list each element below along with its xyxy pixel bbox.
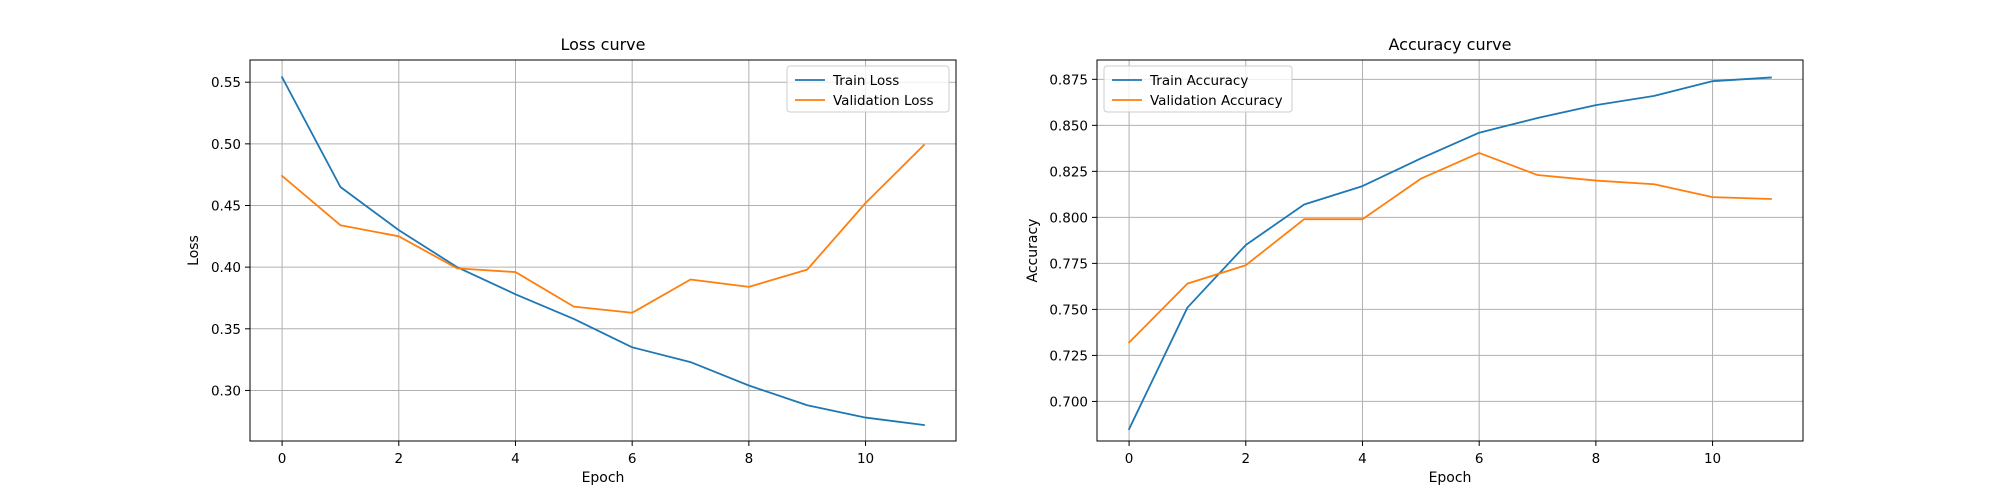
y-tick-label: 0.800 <box>1049 210 1088 226</box>
legend: Train Accuracy Validation Accuracy <box>1103 65 1293 113</box>
legend-box <box>786 65 950 113</box>
train-accuracy-line <box>1127 76 1772 431</box>
axes-frame <box>1096 59 1804 442</box>
x-axis-label: Epoch <box>582 470 625 486</box>
x-tick-label: 10 <box>857 451 874 467</box>
x-axis-label: Epoch <box>1429 470 1472 486</box>
validation-accuracy-line <box>1127 152 1772 344</box>
x-tick-label: 6 <box>1475 451 1484 467</box>
x-tick-label: 4 <box>1358 451 1367 467</box>
chart-title: Loss curve <box>560 35 645 54</box>
legend-label: Train Loss <box>832 73 899 89</box>
axes-frame <box>249 59 957 442</box>
validation-loss-line <box>280 143 926 314</box>
y-tick-label: 0.45 <box>211 198 241 214</box>
legend-box <box>1103 65 1293 113</box>
y-tick-label: 0.825 <box>1049 164 1088 180</box>
y-tick-label: 0.55 <box>211 75 241 91</box>
x-tick-label: 2 <box>1241 451 1250 467</box>
y-tick-label: 0.700 <box>1049 394 1088 410</box>
x-tick-label: 6 <box>628 451 637 467</box>
y-tick-label: 0.775 <box>1049 256 1088 272</box>
x-tick-label: 2 <box>394 451 403 467</box>
y-tick-label: 0.35 <box>211 322 241 338</box>
x-tick-label: 0 <box>278 451 287 467</box>
y-axis-label: Accuracy <box>1025 219 1041 283</box>
legend-label: Validation Loss <box>833 93 934 109</box>
y-tick-label: 0.750 <box>1049 302 1088 318</box>
y-tick-label: 0.725 <box>1049 348 1088 364</box>
accuracy-curve-chart: 0 2 4 6 8 10 0.700 0.725 0.750 0.775 0.800 0.825 0.8… <box>1025 35 1804 486</box>
y-axis-label: Loss <box>186 235 202 266</box>
legend-label: Train Accuracy <box>1149 73 1248 89</box>
y-tick-label: 0.875 <box>1049 72 1088 88</box>
x-tick-label: 0 <box>1125 451 1134 467</box>
loss-curve-chart: 0 2 4 6 8 10 0.30 0.35 0.40 0.45 0.50 0.55 Loss curv… <box>186 35 957 486</box>
y-tick-label: 0.850 <box>1049 118 1088 134</box>
y-tick-label: 0.40 <box>211 260 241 276</box>
y-tick-label: 0.30 <box>211 383 241 399</box>
y-tick-label: 0.50 <box>211 137 241 153</box>
chart-title: Accuracy curve <box>1389 35 1512 54</box>
x-tick-label: 4 <box>511 451 520 467</box>
legend: Train Loss Validation Loss <box>786 65 950 113</box>
legend-label: Validation Accuracy <box>1150 93 1283 109</box>
x-tick-label: 8 <box>1592 451 1601 467</box>
x-tick-label: 8 <box>745 451 754 467</box>
train-loss-line <box>280 76 925 426</box>
x-tick-label: 10 <box>1704 451 1721 467</box>
